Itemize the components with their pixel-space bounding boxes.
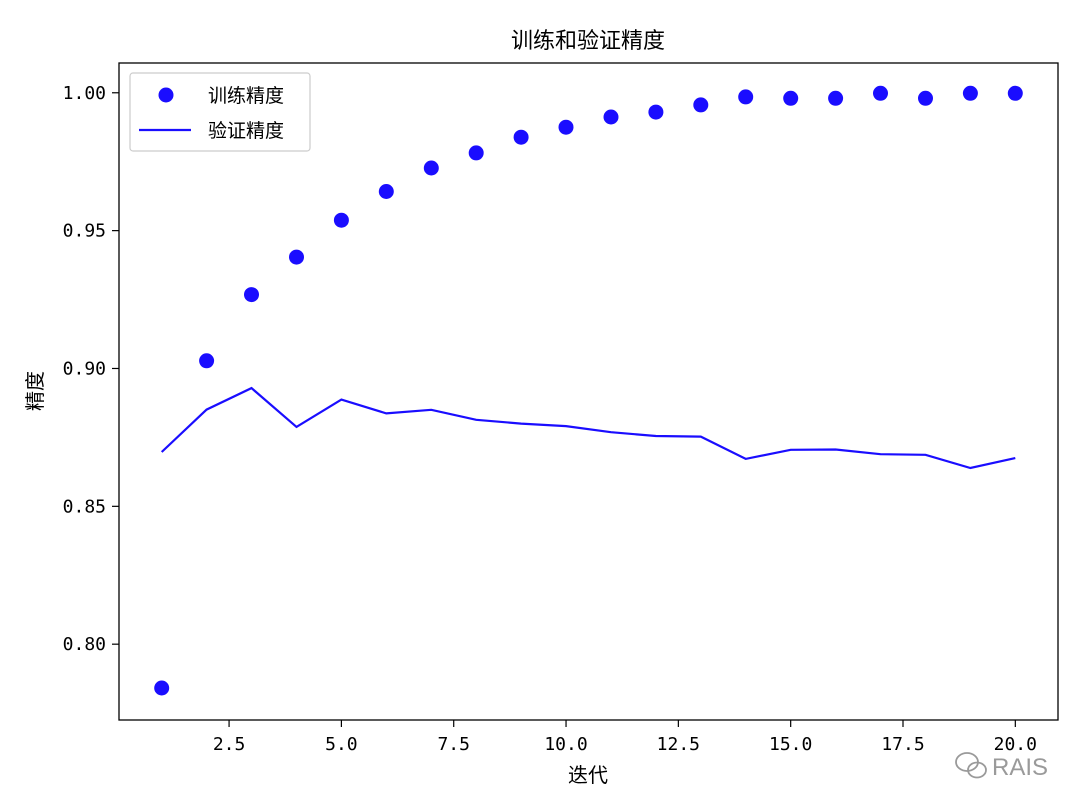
data-point <box>199 353 215 369</box>
legend-label-validation: 验证精度 <box>208 120 284 142</box>
wechat-icon <box>955 752 987 779</box>
data-point <box>154 680 170 696</box>
y-tick-label: 0.85 <box>63 496 106 517</box>
data-point <box>513 129 529 145</box>
y-tick-label: 0.95 <box>63 221 106 242</box>
data-point <box>962 85 978 101</box>
x-axis-label: 迭代 <box>568 763 608 787</box>
legend-label-training: 训练精度 <box>208 85 284 107</box>
series-line-validation <box>160 386 1016 470</box>
data-point <box>333 212 349 228</box>
data-point <box>468 145 484 161</box>
data-point <box>873 85 888 101</box>
x-tick-label: 7.5 <box>437 734 470 755</box>
x-tick-label: 2.5 <box>213 734 246 755</box>
data-point <box>918 90 933 106</box>
y-tick-label: 0.90 <box>63 358 106 379</box>
watermark: RAIS <box>955 752 1048 781</box>
watermark-text: RAIS <box>992 754 1048 781</box>
data-point <box>244 287 259 303</box>
x-tick-label: 5.0 <box>325 734 358 755</box>
data-point <box>558 119 574 135</box>
legend-box <box>129 72 311 152</box>
data-point <box>828 90 844 106</box>
data-point <box>1007 85 1023 101</box>
chart-title: 训练和验证精度 <box>511 29 665 54</box>
plot-area <box>118 62 1059 721</box>
y-axis-label: 精度 <box>23 371 47 411</box>
data-point <box>648 104 664 120</box>
x-tick-label: 17.5 <box>881 734 924 755</box>
data-point <box>378 184 394 199</box>
legend: 训练精度 验证精度 <box>129 72 311 152</box>
data-point <box>603 109 619 125</box>
data-point <box>693 97 709 113</box>
data-point <box>289 249 304 265</box>
data-point <box>738 89 754 105</box>
series-markers-training <box>154 85 1023 696</box>
x-tick-label: 10.0 <box>544 734 587 755</box>
x-tick-label: 20.0 <box>994 734 1037 755</box>
y-tick-label: 0.80 <box>63 634 106 655</box>
x-axis: 2.5 5.0 7.5 10.0 12.5 15.0 17.5 20.0 <box>213 720 1037 755</box>
data-point <box>783 90 799 106</box>
y-axis: 0.80 0.85 0.90 0.95 1.00 <box>63 83 119 655</box>
y-tick-label: 1.00 <box>63 83 106 104</box>
x-tick-label: 12.5 <box>657 734 700 755</box>
legend-marker-training <box>158 87 174 103</box>
x-tick-label: 15.0 <box>769 734 812 755</box>
data-point <box>423 160 439 176</box>
